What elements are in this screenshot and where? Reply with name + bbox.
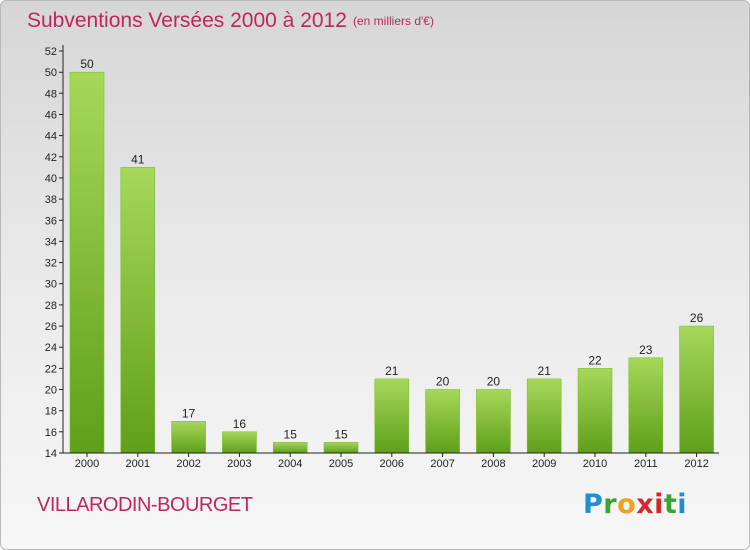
y-tick-label-52: 52 xyxy=(45,46,57,58)
bar-2005 xyxy=(323,442,359,454)
x-tick-label-2006: 2006 xyxy=(380,458,404,470)
y-tick-label-28: 28 xyxy=(45,300,57,312)
value-label-2011: 23 xyxy=(639,343,653,357)
x-tick-label-2011: 2011 xyxy=(634,458,658,470)
x-tick-label-2007: 2007 xyxy=(430,458,454,470)
bar-2001 xyxy=(120,167,156,454)
value-label-2000: 50 xyxy=(80,57,94,71)
x-tick-label-2003: 2003 xyxy=(227,458,251,470)
y-tick-label-48: 48 xyxy=(45,88,57,100)
value-label-2002: 17 xyxy=(182,406,196,420)
chart-title: Subventions Versées 2000 à 2012 xyxy=(27,9,347,32)
y-tick-label-44: 44 xyxy=(45,131,57,143)
value-label-2007: 20 xyxy=(436,375,450,389)
y-tick-label-36: 36 xyxy=(45,215,57,227)
y-tick-label-34: 34 xyxy=(45,236,57,248)
bar-2003 xyxy=(222,431,257,454)
value-label-2009: 21 xyxy=(538,364,552,378)
x-tick-label-2005: 2005 xyxy=(329,458,353,470)
x-tick-label-2002: 2002 xyxy=(176,458,200,470)
x-tick-label-2000: 2000 xyxy=(75,458,99,470)
bar-2002 xyxy=(171,420,206,454)
bars-group: 50 41 17 16 15 15 21 20 20 21 22 23 26 xyxy=(69,57,714,454)
chart-unit: (en milliers d'€) xyxy=(353,14,434,28)
axes-group: 2000 2001 2002 2003 2004 2005 2006 2007 2008 2009… xyxy=(45,45,719,470)
y-tick-label-42: 42 xyxy=(45,152,57,164)
bar-2012 xyxy=(679,325,714,454)
value-label-2012: 26 xyxy=(690,311,704,325)
y-tick-label-20: 20 xyxy=(45,385,57,397)
value-label-2005: 15 xyxy=(334,427,348,441)
bar-2006 xyxy=(374,378,410,454)
value-label-2006: 21 xyxy=(385,364,399,378)
y-tick-label-18: 18 xyxy=(45,406,57,418)
value-label-2003: 16 xyxy=(233,417,247,431)
bar-2009 xyxy=(526,378,562,454)
bar-2008 xyxy=(476,389,511,454)
x-tick-label-2008: 2008 xyxy=(481,458,505,470)
y-tick-label-30: 30 xyxy=(45,279,57,291)
y-tick-label-50: 50 xyxy=(45,67,57,79)
x-tick-label-2012: 2012 xyxy=(684,458,708,470)
y-tick-label-38: 38 xyxy=(45,194,57,206)
y-tick-label-40: 40 xyxy=(45,173,57,185)
x-tick-label-2004: 2004 xyxy=(278,458,302,470)
proxiti-logo: Proxiti xyxy=(583,489,688,520)
y-tick-label-16: 16 xyxy=(45,427,57,439)
y-tick-label-32: 32 xyxy=(45,258,57,270)
bar-2007 xyxy=(425,389,460,454)
x-tick-label-2009: 2009 xyxy=(532,458,556,470)
commune-name: VILLARODIN-BOURGET xyxy=(37,494,253,516)
bar-2000 xyxy=(69,71,105,454)
y-tick-label-14: 14 xyxy=(45,448,57,460)
x-tick-label-2001: 2001 xyxy=(126,458,150,470)
value-label-2008: 20 xyxy=(487,375,501,389)
value-label-2010: 22 xyxy=(588,353,602,367)
bar-2004 xyxy=(272,442,308,454)
y-tick-label-22: 22 xyxy=(45,363,57,375)
y-tick-label-46: 46 xyxy=(45,110,57,122)
value-label-2001: 41 xyxy=(131,152,145,166)
y-tick-label-26: 26 xyxy=(45,321,57,333)
value-label-2004: 15 xyxy=(284,427,298,441)
bar-2010 xyxy=(577,368,613,454)
bar-2011 xyxy=(628,357,664,454)
y-tick-label-24: 24 xyxy=(45,342,57,354)
x-tick-label-2010: 2010 xyxy=(583,458,607,470)
